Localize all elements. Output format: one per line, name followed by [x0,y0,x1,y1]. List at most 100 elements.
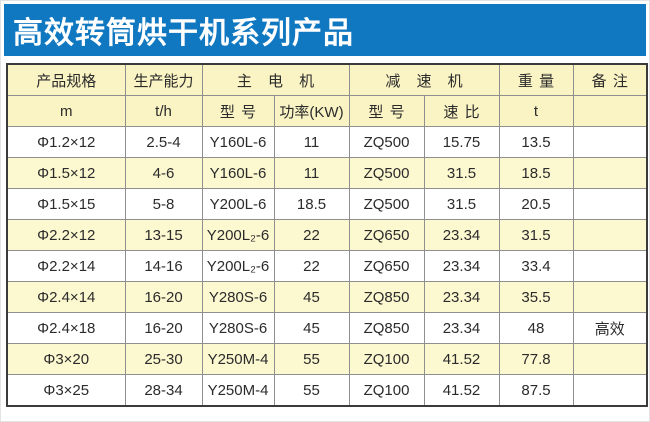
cell-motor-model: Y200L-6 [201,188,275,220]
cell-motor-model: Y160L-6 [201,126,275,158]
cell-spec: Φ3×20 [6,343,126,375]
col-header-capacity: 生产能力 [124,63,203,96]
cell-capacity: 25-30 [124,343,203,375]
cell-capacity: 5-8 [124,188,203,220]
cell-motor-model: Y250M-4 [201,374,275,407]
cell-capacity: 2.5-4 [124,126,203,158]
cell-reducer-ratio: 15.75 [423,126,500,158]
table-container: 产品规格 生产能力 主 电 机 减 速 机 重 量 备 注 m t/h 型 号 … [6,63,648,407]
cell-reducer-ratio: 23.34 [423,312,500,344]
col-header-main-motor: 主 电 机 [201,63,350,96]
cell-capacity: 16-20 [124,312,203,344]
unit-reducer-ratio: 速 比 [423,95,500,127]
unit-motor-model: 型 号 [201,95,275,127]
cell-remark [572,157,648,189]
header-row-units: m t/h 型 号 功率(KW) 型 号 速 比 t [6,95,648,127]
table-header: 产品规格 生产能力 主 电 机 减 速 机 重 量 备 注 m t/h 型 号 … [6,63,648,127]
cell-remark [572,343,648,375]
table-row: Φ1.5×12 4-6 Y160L-6 11 ZQ500 31.5 18.5 [6,157,648,189]
cell-reducer-model: ZQ100 [348,343,425,375]
cell-reducer-model: ZQ500 [348,126,425,158]
cell-spec: Φ2.2×14 [6,250,126,282]
cell-remark [572,126,648,158]
cell-weight: 31.5 [498,219,574,251]
cell-reducer-model: ZQ650 [348,250,425,282]
cell-reducer-ratio: 23.34 [423,219,500,251]
table-row: Φ2.4×14 16-20 Y280S-6 45 ZQ850 23.34 35.… [6,281,648,313]
cell-remark [572,374,648,407]
cell-motor-power: 45 [273,312,350,344]
cell-remark [572,281,648,313]
cell-motor-power: 11 [273,126,350,158]
cell-motor-model: Y200L₂-6 [201,219,275,251]
unit-spec: m [6,95,126,127]
title-banner: 高效转筒烘干机系列产品 [4,4,646,56]
cell-remark [572,188,648,220]
unit-weight: t [498,95,574,127]
cell-motor-power: 18.5 [273,188,350,220]
cell-weight: 87.5 [498,374,574,407]
table-row: Φ3×25 28-34 Y250M-4 55 ZQ100 41.52 87.5 [6,374,648,407]
header-row-groups: 产品规格 生产能力 主 电 机 减 速 机 重 量 备 注 [6,63,648,96]
col-header-remark: 备 注 [572,63,648,96]
cell-reducer-ratio: 23.34 [423,250,500,282]
cell-spec: Φ1.5×15 [6,188,126,220]
table-row: Φ3×20 25-30 Y250M-4 55 ZQ100 41.52 77.8 [6,343,648,375]
cell-remark: 高效 [572,312,648,344]
cell-weight: 48 [498,312,574,344]
cell-capacity: 16-20 [124,281,203,313]
cell-weight: 77.8 [498,343,574,375]
cell-reducer-model: ZQ850 [348,281,425,313]
cell-motor-model: Y250M-4 [201,343,275,375]
col-header-reducer: 减 速 机 [348,63,500,96]
cell-motor-power: 22 [273,219,350,251]
table-row: Φ1.5×15 5-8 Y200L-6 18.5 ZQ500 31.5 20.5 [6,188,648,220]
cell-motor-power: 55 [273,374,350,407]
cell-weight: 18.5 [498,157,574,189]
cell-capacity: 14-16 [124,250,203,282]
table-row: Φ1.2×12 2.5-4 Y160L-6 11 ZQ500 15.75 13.… [6,126,648,158]
unit-motor-power: 功率(KW) [273,95,350,127]
cell-spec: Φ2.4×14 [6,281,126,313]
cell-motor-power: 22 [273,250,350,282]
cell-reducer-model: ZQ100 [348,374,425,407]
cell-spec: Φ2.4×18 [6,312,126,344]
cell-spec: Φ3×25 [6,374,126,407]
cell-spec: Φ1.5×12 [6,157,126,189]
cell-motor-power: 45 [273,281,350,313]
cell-reducer-ratio: 41.52 [423,374,500,407]
col-header-weight: 重 量 [498,63,574,96]
cell-motor-model: Y280S-6 [201,281,275,313]
cell-reducer-ratio: 31.5 [423,188,500,220]
cell-weight: 20.5 [498,188,574,220]
cell-spec: Φ2.2×12 [6,219,126,251]
cell-spec: Φ1.2×12 [6,126,126,158]
cell-weight: 13.5 [498,126,574,158]
cell-motor-power: 11 [273,157,350,189]
unit-reducer-model: 型 号 [348,95,425,127]
cell-motor-model: Y160L-6 [201,157,275,189]
cell-reducer-model: ZQ850 [348,312,425,344]
cell-capacity: 13-15 [124,219,203,251]
cell-weight: 35.5 [498,281,574,313]
table-body: Φ1.2×12 2.5-4 Y160L-6 11 ZQ500 15.75 13.… [6,126,648,407]
table-row: Φ2.2×12 13-15 Y200L₂-6 22 ZQ650 23.34 31… [6,219,648,251]
cell-reducer-model: ZQ500 [348,188,425,220]
page-title: 高效转筒烘干机系列产品 [13,17,354,50]
unit-capacity: t/h [124,95,203,127]
product-spec-table: 产品规格 生产能力 主 电 机 减 速 机 重 量 备 注 m t/h 型 号 … [6,63,648,407]
cell-motor-power: 55 [273,343,350,375]
cell-reducer-ratio: 23.34 [423,281,500,313]
cell-reducer-ratio: 41.52 [423,343,500,375]
table-row: Φ2.2×14 14-16 Y200L₂-6 22 ZQ650 23.34 33… [6,250,648,282]
cell-motor-model: Y280S-6 [201,312,275,344]
cell-remark [572,219,648,251]
cell-weight: 33.4 [498,250,574,282]
col-header-spec: 产品规格 [6,63,126,96]
cell-reducer-ratio: 31.5 [423,157,500,189]
table-row: Φ2.4×18 16-20 Y280S-6 45 ZQ850 23.34 48 … [6,312,648,344]
cell-capacity: 4-6 [124,157,203,189]
cell-reducer-model: ZQ500 [348,157,425,189]
unit-remark [572,95,648,127]
cell-remark [572,250,648,282]
